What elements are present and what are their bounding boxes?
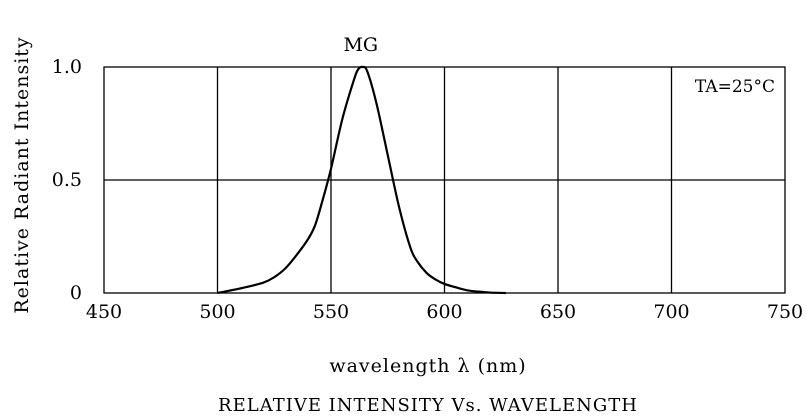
- y-tick-label: 1.0: [52, 56, 82, 78]
- x-tick-label: 700: [653, 301, 689, 323]
- plot-frame: [103, 66, 786, 294]
- curve-label-mg: MG: [343, 34, 378, 56]
- x-tick-label: 450: [86, 301, 122, 323]
- y-tick-label: 0: [70, 282, 82, 304]
- x-axis-label: wavelength λ (nm): [329, 355, 526, 377]
- x-tick-label: 500: [199, 301, 235, 323]
- x-tick-label: 650: [540, 301, 576, 323]
- y-tick-labels: 0 0.5 1.0: [52, 56, 82, 304]
- x-tick-label: 750: [767, 301, 803, 323]
- condition-label: TA=25°C: [695, 77, 775, 97]
- curve-layer: [217, 65, 506, 295]
- y-axis-label: Relative Radiant Intensity: [11, 36, 33, 313]
- x-tick-label: 550: [313, 301, 349, 323]
- y-tick-label: 0.5: [52, 169, 82, 191]
- chart-title: RELATIVE INTENSITY Vs. WAVELENGTH: [218, 395, 638, 416]
- x-tick-label: 600: [426, 301, 462, 323]
- series-line-mg: [217, 65, 506, 295]
- x-tick-labels: 450 500 550 600 650 700 750: [86, 301, 803, 323]
- chart-grid: [104, 67, 785, 293]
